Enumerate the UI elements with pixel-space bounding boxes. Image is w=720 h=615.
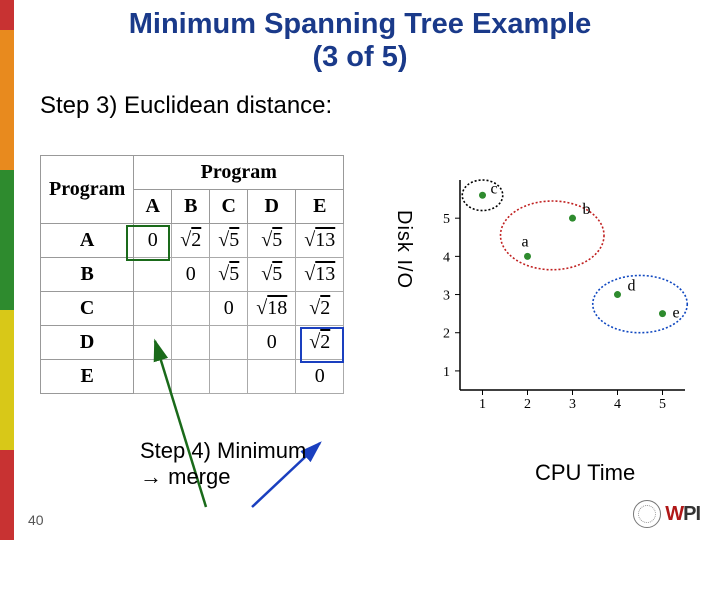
table-col-header: A — [134, 190, 172, 224]
table-cell: √5 — [248, 224, 296, 258]
y-tick-label: 2 — [443, 327, 450, 342]
table-cell: 0 — [248, 326, 296, 360]
title-line2: (3 of 5) — [312, 41, 407, 73]
table-cell: √5 — [248, 258, 296, 292]
table-cell — [134, 360, 172, 394]
table-cell — [134, 258, 172, 292]
title-line1: Minimum Spanning Tree Example — [129, 8, 592, 40]
table-cell — [248, 360, 296, 394]
table-col-header: D — [248, 190, 296, 224]
table-cell — [210, 360, 248, 394]
scatter-chart: 1 2 3 4 5 1 2 3 4 5 a b c d e — [415, 170, 695, 430]
table-cell — [172, 292, 210, 326]
table-cell: √5 — [210, 224, 248, 258]
wpi-wordmark: WPI — [665, 503, 700, 526]
table-row-header: B — [41, 258, 134, 292]
y-tick-label: 1 — [443, 365, 450, 380]
table-cell: 0 — [210, 292, 248, 326]
y-tick-label: 4 — [443, 250, 450, 265]
x-tick-label: 1 — [479, 397, 486, 412]
point-label: c — [491, 180, 498, 197]
table-row-header: D — [41, 326, 134, 360]
point-label: b — [583, 201, 591, 218]
data-point — [614, 291, 621, 298]
table-cell — [172, 326, 210, 360]
x-tick-label: 2 — [524, 397, 531, 412]
data-point — [524, 253, 531, 260]
point-label: e — [673, 305, 680, 322]
wpi-logo: WPI — [633, 500, 700, 528]
table-cell — [172, 360, 210, 394]
decor-stripe — [0, 170, 14, 310]
chart-y-label: Disk I/O — [392, 210, 415, 289]
distance-table-wrap: ProgramProgramABCDEA0√2√5√5√13B0√5√5√13C… — [40, 155, 400, 394]
x-tick-label: 4 — [614, 397, 621, 412]
wpi-seal-icon — [633, 500, 661, 528]
table-cell: √18 — [248, 292, 296, 326]
table-cell: √2 — [296, 326, 344, 360]
table-col-header: C — [210, 190, 248, 224]
distance-table: ProgramProgramABCDEA0√2√5√5√13B0√5√5√13C… — [40, 155, 344, 394]
table-cell: √2 — [296, 292, 344, 326]
table-cell: 0 — [296, 360, 344, 394]
x-tick-label: 3 — [569, 397, 576, 412]
table-col-header: E — [296, 190, 344, 224]
decor-stripe — [0, 0, 14, 30]
y-tick-label: 3 — [443, 289, 450, 304]
point-label: d — [628, 278, 636, 295]
table-row-header: C — [41, 292, 134, 326]
table-cell — [134, 326, 172, 360]
chart-x-label: CPU Time — [535, 460, 635, 486]
x-tick-label: 5 — [659, 397, 666, 412]
slide-title: Minimum Spanning Tree Example (3 of 5) — [0, 0, 720, 75]
decor-stripe — [0, 310, 14, 450]
table-cell: 0 — [172, 258, 210, 292]
decor-stripe — [0, 30, 14, 170]
y-tick-label: 5 — [443, 212, 450, 227]
step3-heading: Step 3) Euclidean distance: — [40, 92, 332, 120]
table-cell: √13 — [296, 224, 344, 258]
data-point — [569, 215, 576, 222]
table-cell — [210, 326, 248, 360]
table-cell — [134, 292, 172, 326]
table-col-header: B — [172, 190, 210, 224]
table-corner: Program — [41, 156, 134, 224]
table-row-header: E — [41, 360, 134, 394]
step4-line2: → merge — [140, 464, 230, 489]
data-point — [659, 310, 666, 317]
table-row-header: A — [41, 224, 134, 258]
point-label: a — [522, 233, 529, 250]
table-cell: √2 — [172, 224, 210, 258]
table-cell: √5 — [210, 258, 248, 292]
table-top-header: Program — [134, 156, 344, 190]
page-number: 40 — [28, 512, 44, 528]
data-point — [479, 192, 486, 199]
step4-line1: Step 4) Minimum — [140, 438, 306, 463]
step4-text: Step 4) Minimum → merge — [140, 438, 306, 491]
decor-stripe — [0, 450, 14, 540]
table-cell: 0 — [134, 224, 172, 258]
table-cell: √13 — [296, 258, 344, 292]
